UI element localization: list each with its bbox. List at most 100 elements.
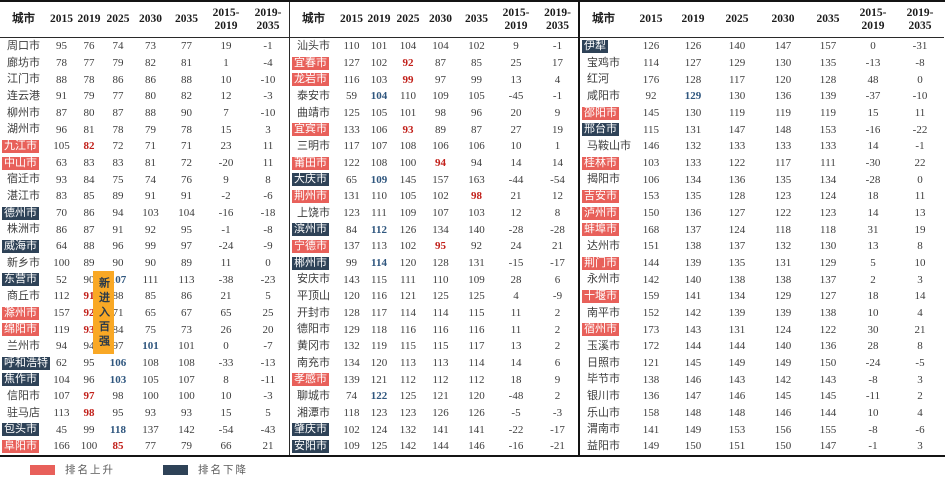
rank-cell: 17 xyxy=(552,57,563,69)
city-name: 泸州市 xyxy=(582,206,619,220)
rank-cell: 137 xyxy=(343,240,360,253)
table-row: 汕头市 110 101 104 104 102 9 -1 xyxy=(290,38,578,55)
rank-cell: 102 xyxy=(343,423,360,436)
rank-cell: -2 xyxy=(221,190,231,203)
table-row: 中山市 63 83 83 81 72 -20 11 xyxy=(0,155,289,172)
column-header: 2015 xyxy=(50,13,73,26)
rank-cell: 116 xyxy=(370,290,388,303)
rank-cell: 90 xyxy=(83,273,95,286)
rank-cell: 113 xyxy=(178,273,195,286)
rank-cell: 149 xyxy=(642,440,660,453)
rank-cell: 132 xyxy=(343,340,360,353)
rank-cell: 93 xyxy=(145,407,156,420)
rank-cell: 0 xyxy=(223,340,229,353)
column-header: 2019 xyxy=(681,13,705,26)
city-cell: 马鞍山市 xyxy=(580,140,631,153)
rank-cell: 105 xyxy=(370,107,388,120)
rank-cell: 125 xyxy=(432,290,449,303)
city-cell: 孝感市 xyxy=(290,373,338,387)
city-name: 阜阳市 xyxy=(2,439,39,453)
city-cell: 中山市 xyxy=(0,156,48,170)
rank-cell: 131 xyxy=(774,257,792,270)
rank-cell: 109 xyxy=(468,273,485,286)
rank-cell: 125 xyxy=(343,107,360,120)
rank-cell: 145 xyxy=(684,357,702,370)
rank-cell: 91 xyxy=(181,190,192,203)
rank-cell: 143 xyxy=(343,273,360,286)
rank-cell: -9 xyxy=(263,240,273,253)
rank-cell: 0 xyxy=(265,257,271,270)
city-name: 信阳市 xyxy=(7,389,40,402)
table-row: 宜宾市 133 106 93 89 87 27 19 xyxy=(290,121,578,138)
rank-cell: -3 xyxy=(263,390,273,403)
rank-cell: 118 xyxy=(370,323,388,336)
rank-cell: -1 xyxy=(263,40,273,53)
rank-cell: 48 xyxy=(867,73,879,86)
rank-cell: 13 xyxy=(510,73,522,86)
city-name: 宿州市 xyxy=(582,323,619,337)
table-row: 聊城市 74 122 125 121 120 -48 2 xyxy=(290,388,578,405)
rank-cell: 99 xyxy=(471,73,482,86)
rank-cell: 126 xyxy=(642,40,660,53)
city-name: 湘潭市 xyxy=(297,406,330,419)
rank-cell: 80 xyxy=(83,107,95,120)
rank-cell: 127 xyxy=(819,290,837,303)
rank-cell: 14 xyxy=(867,207,879,220)
city-cell: 汕头市 xyxy=(290,40,338,53)
rank-cell: 152 xyxy=(642,307,660,320)
rank-cell: 148 xyxy=(774,123,792,136)
city-cell: 湘潭市 xyxy=(290,407,338,420)
city-name: 银川市 xyxy=(587,389,620,402)
rank-cell: 143 xyxy=(819,373,837,386)
column-header: 2019- 2035 xyxy=(906,7,934,32)
rank-cell: 92 xyxy=(83,307,95,320)
city-name: 聊城市 xyxy=(297,389,330,402)
rank-cell: 148 xyxy=(728,407,746,420)
city-name: 连云港 xyxy=(7,89,40,102)
city-name: 渭南市 xyxy=(587,423,620,436)
rank-cell: 117 xyxy=(468,340,485,353)
rank-cell: 147 xyxy=(819,440,837,453)
rank-cell: 83 xyxy=(56,190,67,203)
rank-cell: 101 xyxy=(142,340,159,353)
rank-cell: 120 xyxy=(370,357,388,370)
city-cell: 滨州市 xyxy=(290,223,338,237)
table-row: 新乡市 100 89 90 90 89 11 0 xyxy=(0,255,289,272)
rank-cell: -8 xyxy=(915,57,925,69)
column-header: 城市 xyxy=(592,13,615,26)
rank-cell: 76 xyxy=(181,173,192,186)
rank-cell: 13 xyxy=(867,240,879,253)
rank-cell: 109 xyxy=(370,173,388,186)
city-cell: 宁德市 xyxy=(290,239,338,253)
table-row: 平顶山 120 116 121 125 125 4 -9 xyxy=(290,288,578,305)
rank-cell: 89 xyxy=(112,190,124,203)
column-header: 2030 xyxy=(771,13,795,26)
rank-cell: 1 xyxy=(223,57,229,69)
rank-cell: 85 xyxy=(83,190,95,203)
rank-cell: 136 xyxy=(819,340,837,353)
rank-cell: 119 xyxy=(370,340,388,353)
rank-cell: 124 xyxy=(370,423,388,436)
rank-cell: 18 xyxy=(867,290,879,303)
column-header: 2019 xyxy=(367,13,391,26)
rank-cell: 108 xyxy=(399,140,417,153)
rank-cell: 24 xyxy=(510,240,522,253)
rank-cell: 15 xyxy=(220,407,232,420)
table-row: 阜阳市 166 100 85 77 79 66 21 xyxy=(0,438,289,455)
rank-cell: -1 xyxy=(915,140,925,153)
city-cell: 湖州市 xyxy=(0,123,48,136)
city-cell: 兰州市 xyxy=(0,340,48,353)
rank-cell: -23 xyxy=(260,273,276,286)
rank-cell: 11 xyxy=(914,107,926,120)
city-name: 周口市 xyxy=(7,39,40,52)
rank-cell: 103 xyxy=(370,73,388,86)
rank-cell: -45 xyxy=(508,90,524,103)
rank-cell: 120 xyxy=(343,290,360,303)
rank-cell: 27 xyxy=(510,123,522,136)
city-cell: 永州市 xyxy=(580,273,630,286)
rank-cell: 142 xyxy=(399,440,417,453)
city-cell: 郴州市 xyxy=(290,256,338,270)
rank-cell: -16 xyxy=(865,123,881,136)
city-cell: 玉溪市 xyxy=(580,340,630,353)
